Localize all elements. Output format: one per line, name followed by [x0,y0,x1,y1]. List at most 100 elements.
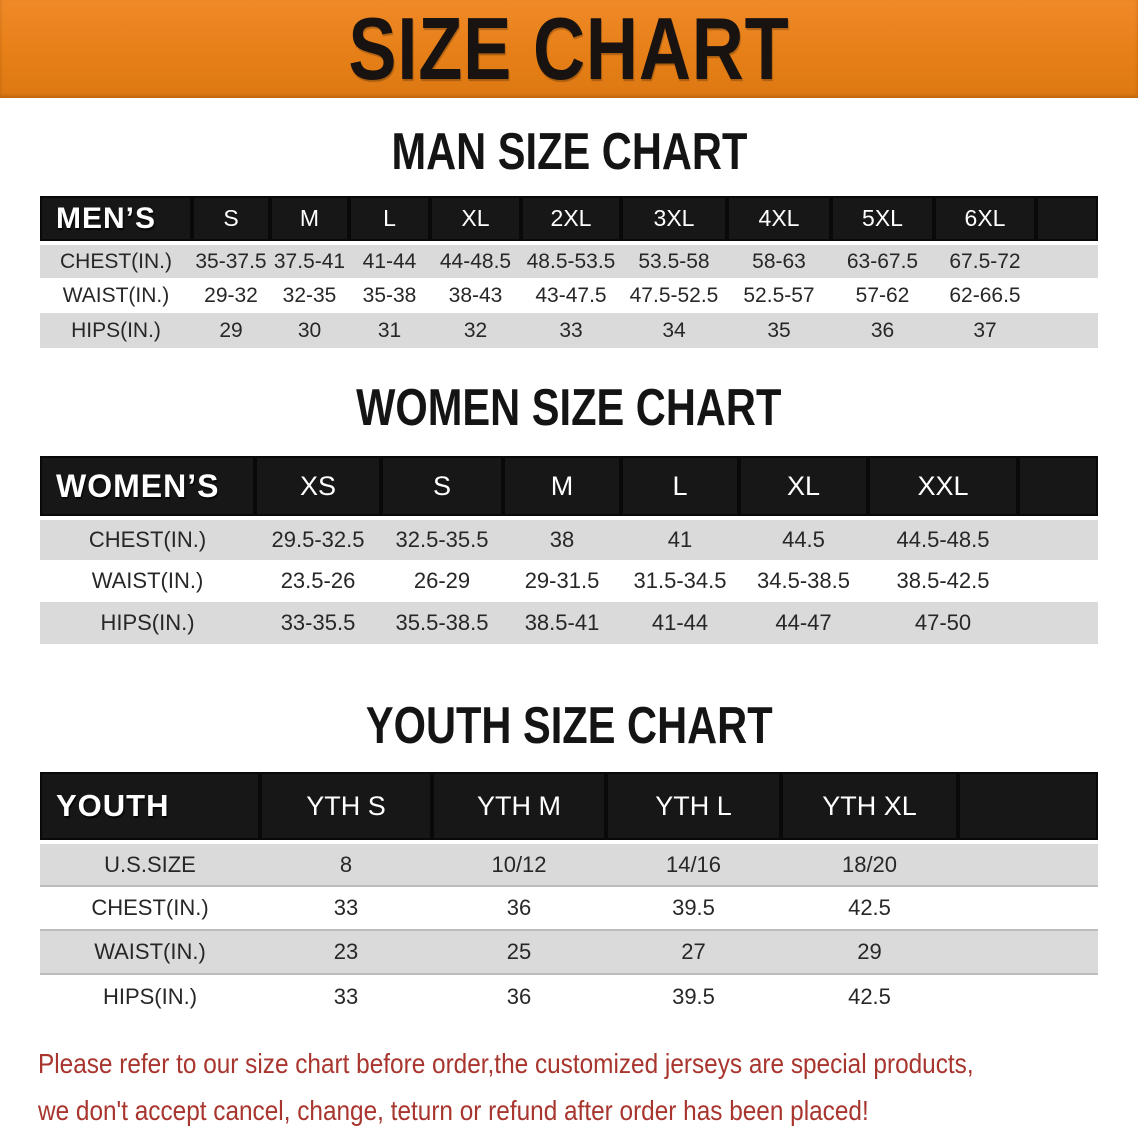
measurement-value: 44.5 [739,518,868,560]
measurement-value: 35-37.5 [192,243,270,278]
measurement-value: 33 [521,313,621,348]
spacer-cell [958,772,1098,844]
spacer-cell [1018,560,1098,602]
measurement-row-label: WAIST(IN.) [40,278,192,313]
measurement-value: 35-38 [349,278,430,313]
spacer-cell [1036,278,1098,313]
measurement-value: 58-63 [727,243,831,278]
disclaimer-line-2: we don't accept cancel, change, teturn o… [38,1095,869,1126]
measurement-row: WAIST(IN.) 23 25 27 29 [40,929,1098,974]
measurement-value: 26-29 [381,560,503,602]
measurement-value: 39.5 [606,885,781,930]
measurement-value: 62-66.5 [934,278,1036,313]
measurement-row-label: U.S.SIZE [40,842,260,886]
measurement-value: 44-47 [739,602,868,644]
size-column-header: S [192,196,270,245]
measurement-value: 36 [432,973,606,1018]
women-size-table-container: WOMEN’S XS S M L XL XXL CHEST(IN.) 29.5-32.5 32.5… [0,456,1138,644]
measurement-value: 41-44 [349,243,430,278]
measurement-value: 39.5 [606,973,781,1018]
measurement-value: 10/12 [432,842,606,886]
size-table: WOMEN’S XS S M L XL XXL CHEST(IN.) 29.5-32.5 32.5… [40,456,1098,644]
measurement-value: 47-50 [868,602,1018,644]
size-column-header: M [270,196,349,245]
women-section-title: WOMEN SIZE CHART [356,379,782,437]
banner: SIZE CHART [0,0,1138,98]
size-column-header: XS [255,456,381,520]
measurement-row-label: CHEST(IN.) [40,243,192,278]
spacer-cell [1036,313,1098,348]
measurement-row: CHEST(IN.) 35-37.5 37.5-41 41-44 44-48.5 48.5… [40,243,1098,278]
size-table: YOUTH YTH S YTH M YTH L YTH XL U.S.SIZE 8 10/12… [40,772,1098,1018]
size-table-header-row: WOMEN’S XS S M L XL XXL [40,456,1098,520]
measurement-row: HIPS(IN.) 33 36 39.5 42.5 [40,973,1098,1018]
size-table-header-row: MEN’S S M L XL 2XL 3XL 4XL 5XL 6XL [40,196,1098,245]
measurement-row: HIPS(IN.) 29 30 31 32 33 34 35 36 37 [40,313,1098,348]
size-column-header: 5XL [831,196,934,245]
measurement-value: 37.5-41 [270,243,349,278]
measurement-value: 29 [781,929,958,974]
measurement-value: 36 [432,885,606,930]
disclaimer-line-1: Please refer to our size chart before or… [38,1048,974,1079]
measurement-value: 29 [192,313,270,348]
size-column-header: XL [739,456,868,520]
measurement-row-label: HIPS(IN.) [40,602,255,644]
spacer-cell [958,885,1098,930]
measurement-value: 42.5 [781,973,958,1018]
table-header-label: YOUTH [40,772,260,844]
measurement-row-label: CHEST(IN.) [40,518,255,560]
measurement-row: WAIST(IN.) 23.5-26 26-29 29-31.5 31.5-34.5 34… [40,560,1098,602]
measurement-value: 47.5-52.5 [621,278,727,313]
table-header-label: WOMEN’S [40,456,255,520]
size-column-header: XXL [868,456,1018,520]
measurement-value: 48.5-53.5 [521,243,621,278]
measurement-value: 30 [270,313,349,348]
measurement-value: 38.5-42.5 [868,560,1018,602]
measurement-value: 44-48.5 [430,243,521,278]
spacer-cell [1018,602,1098,644]
measurement-value: 31 [349,313,430,348]
size-column-header: M [503,456,621,520]
measurement-row: CHEST(IN.) 29.5-32.5 32.5-35.5 38 41 44.5 44.5… [40,518,1098,560]
measurement-value: 29-32 [192,278,270,313]
measurement-value: 29-31.5 [503,560,621,602]
spacer-cell [1036,196,1098,245]
size-column-header: YTH XL [781,772,958,844]
spacer-cell [1018,456,1098,520]
size-column-header: L [349,196,430,245]
disclaimer-note: Please refer to our size chart before or… [0,1040,1138,1134]
measurement-value: 63-67.5 [831,243,934,278]
size-column-header: YTH L [606,772,781,844]
spacer-cell [1018,518,1098,560]
spacer-cell [958,929,1098,974]
youth-size-table-container: YOUTH YTH S YTH M YTH L YTH XL U.S.SIZE 8 10/12… [0,772,1138,1018]
size-column-header: 2XL [521,196,621,245]
men-size-table-container: MEN’S S M L XL 2XL 3XL 4XL 5XL 6XL CHEST(IN.) 35-37… [0,196,1138,348]
size-column-header: YTH S [260,772,432,844]
size-column-header: YTH M [432,772,606,844]
measurement-value: 37 [934,313,1036,348]
size-column-header: 4XL [727,196,831,245]
size-table: MEN’S S M L XL 2XL 3XL 4XL 5XL 6XL CHEST(IN.) 35-37… [40,196,1098,348]
measurement-row-label: HIPS(IN.) [40,313,192,348]
measurement-value: 29.5-32.5 [255,518,381,560]
measurement-value: 41 [621,518,739,560]
measurement-value: 31.5-34.5 [621,560,739,602]
measurement-value: 35 [727,313,831,348]
measurement-value: 52.5-57 [727,278,831,313]
measurement-value: 32 [430,313,521,348]
size-column-header: 3XL [621,196,727,245]
measurement-value: 23 [260,929,432,974]
measurement-value: 34.5-38.5 [739,560,868,602]
spacer-cell [958,973,1098,1018]
table-header-label: MEN’S [40,196,192,245]
measurement-value: 38 [503,518,621,560]
measurement-row-label: CHEST(IN.) [40,885,260,930]
size-column-header: 6XL [934,196,1036,245]
measurement-value: 57-62 [831,278,934,313]
measurement-value: 38-43 [430,278,521,313]
spacer-cell [958,842,1098,886]
measurement-value: 36 [831,313,934,348]
measurement-value: 32.5-35.5 [381,518,503,560]
spacer-cell [1036,243,1098,278]
